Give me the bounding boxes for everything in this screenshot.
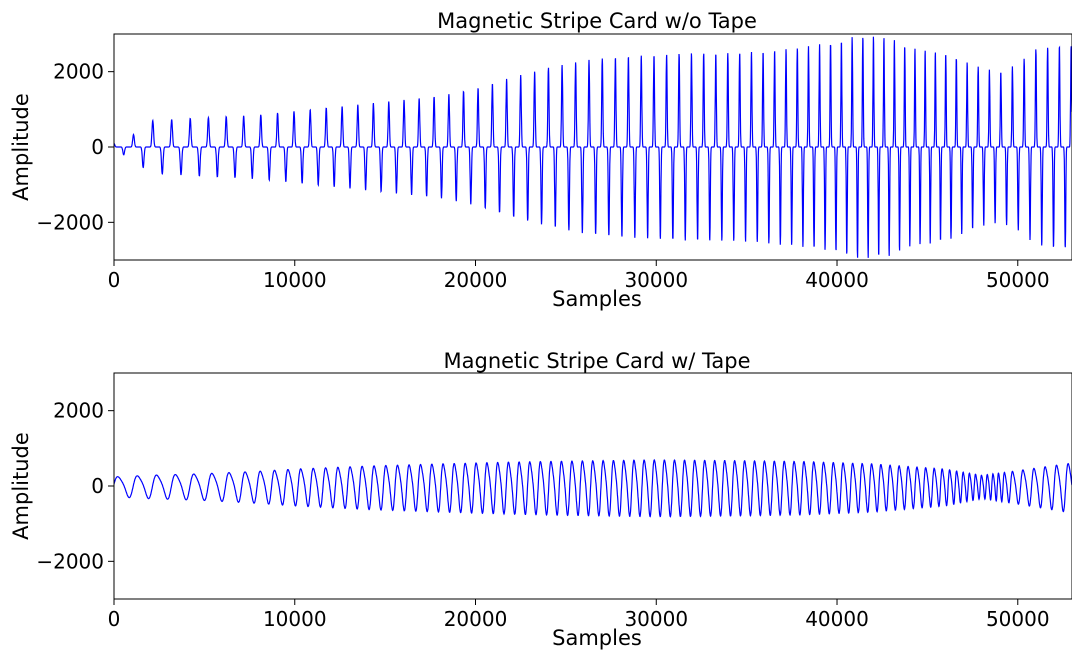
chart-panel-with-tape: Magnetic Stripe Card w/ Tape 20000−2000 … bbox=[9, 349, 1072, 650]
y-tick-label: 2000 bbox=[53, 60, 104, 84]
y-axis-label: Amplitude bbox=[9, 432, 33, 540]
x-axis-label: Samples bbox=[552, 287, 642, 311]
y-tick-label: 2000 bbox=[53, 399, 104, 423]
y-axis: 2000 0 −2000 bbox=[36, 399, 114, 573]
x-tick-label: 10000 bbox=[263, 607, 327, 631]
x-tick-label: 20000 bbox=[444, 268, 508, 292]
x-tick-label: 30000 bbox=[624, 268, 688, 292]
x-axis-label: Samples bbox=[552, 626, 642, 650]
y-axis-label: Amplitude bbox=[9, 93, 33, 201]
x-tick-label: 30000 bbox=[624, 607, 688, 631]
y-tick-label: −2000 bbox=[36, 549, 104, 573]
x-axis: 0 10000 20000 30000 40000 50000 bbox=[108, 260, 1050, 292]
x-tick-label: 0 bbox=[108, 268, 121, 292]
plot-area bbox=[114, 36, 1072, 258]
chart-title: Magnetic Stripe Card w/o Tape bbox=[437, 9, 757, 33]
series-line bbox=[114, 459, 1072, 518]
x-tick-label: 50000 bbox=[986, 268, 1050, 292]
series-line bbox=[114, 36, 1072, 258]
y-axis: 2000 0 −2000 bbox=[36, 60, 114, 234]
y-tick-label: 0 bbox=[91, 474, 104, 498]
x-axis: 0 10000 20000 30000 40000 50000 bbox=[108, 599, 1050, 631]
x-tick-label: 0 bbox=[108, 607, 121, 631]
y-tick-label: −2000 bbox=[36, 210, 104, 234]
chart-panel-without-tape: Magnetic Stripe Card w/o Tape 20000−2000… bbox=[9, 9, 1072, 311]
x-tick-label: 10000 bbox=[263, 268, 327, 292]
plot-area bbox=[114, 459, 1072, 518]
x-tick-label: 20000 bbox=[444, 607, 508, 631]
y-tick-label: 0 bbox=[91, 135, 104, 159]
x-tick-label: 40000 bbox=[805, 607, 869, 631]
x-tick-label: 50000 bbox=[986, 607, 1050, 631]
x-tick-label: 40000 bbox=[805, 268, 869, 292]
chart-title: Magnetic Stripe Card w/ Tape bbox=[444, 349, 751, 373]
